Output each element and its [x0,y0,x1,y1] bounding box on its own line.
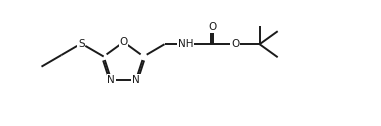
Text: N: N [132,75,140,85]
Text: O: O [231,39,239,49]
Text: O: O [208,22,217,32]
Text: S: S [78,39,85,49]
Text: NH: NH [178,39,193,49]
Text: N: N [107,75,115,85]
Text: O: O [120,37,128,47]
